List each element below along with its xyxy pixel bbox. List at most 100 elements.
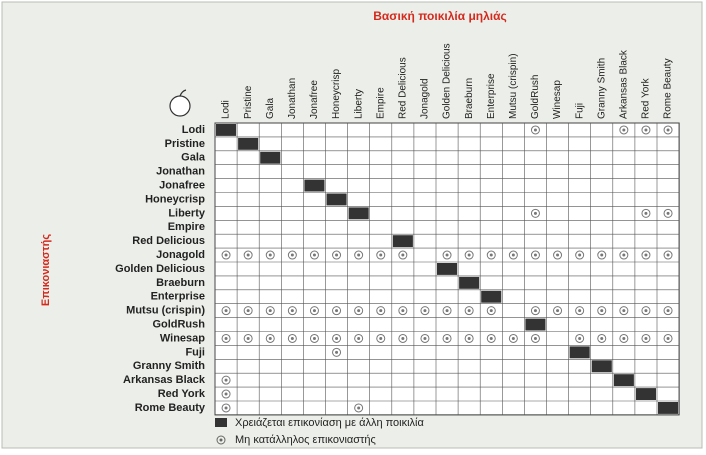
unsuitable-mark <box>575 306 585 316</box>
flower-center <box>224 336 228 340</box>
unsuitable-mark <box>508 333 518 343</box>
flower-outline <box>221 250 231 260</box>
unsuitable-mark <box>243 333 253 343</box>
unsuitable-mark <box>398 250 408 260</box>
flower-center <box>246 336 250 340</box>
flower-outline <box>530 333 540 343</box>
needs-other-cell <box>481 290 502 303</box>
unsuitable-mark <box>221 250 231 260</box>
flower-outline <box>221 403 231 413</box>
flower-outline <box>530 125 540 135</box>
unsuitable-mark <box>530 208 540 218</box>
column-label: Jonafree <box>309 80 320 119</box>
flower-outline <box>221 375 231 385</box>
flower-center <box>600 253 604 257</box>
column-label: Enterprise <box>486 73 497 119</box>
unsuitable-mark <box>309 333 319 343</box>
flower-center <box>401 253 405 257</box>
flower-outline <box>442 333 452 343</box>
flower-center <box>533 211 537 215</box>
needs-other-cell <box>392 235 413 248</box>
flower-outline <box>287 306 297 316</box>
flower-center <box>644 309 648 313</box>
flower-center <box>224 253 228 257</box>
flower-outline <box>641 125 651 135</box>
unsuitable-mark <box>243 250 253 260</box>
flower-outline <box>553 250 563 260</box>
flower-outline <box>309 333 319 343</box>
legend-text: Μη κατάλληλος επικονιαστής <box>235 434 376 446</box>
needs-other-cell <box>635 388 656 400</box>
flower-center <box>357 406 361 410</box>
row-label: Lodi <box>182 124 205 136</box>
unsuitable-mark <box>530 306 540 316</box>
row-label: Arkansas Black <box>123 374 206 386</box>
unsuitable-mark <box>332 333 342 343</box>
unsuitable-mark <box>420 333 430 343</box>
flower-outline <box>265 250 275 260</box>
flower-outline <box>221 306 231 316</box>
flower-center <box>357 336 361 340</box>
row-label: Red York <box>158 388 206 400</box>
flower-outline <box>398 333 408 343</box>
unsuitable-mark <box>332 306 342 316</box>
flower-outline <box>354 306 364 316</box>
unsuitable-mark <box>221 389 231 399</box>
flower-center <box>578 336 582 340</box>
flower-center <box>246 253 250 257</box>
unsuitable-mark <box>376 250 386 260</box>
flower-center <box>224 392 228 396</box>
flower-center <box>312 309 316 313</box>
flower-center <box>578 253 582 257</box>
flower-center <box>622 253 626 257</box>
flower-center <box>445 309 449 313</box>
legend-dark-swatch <box>215 418 227 427</box>
needs-other-cell <box>326 193 347 206</box>
unsuitable-mark <box>265 333 275 343</box>
flower-outline <box>221 389 231 399</box>
flower-outline <box>464 250 474 260</box>
flower-outline <box>663 125 673 135</box>
unsuitable-mark <box>332 347 342 357</box>
flower-outline <box>221 333 231 343</box>
unsuitable-mark <box>486 306 496 316</box>
unsuitable-mark <box>530 333 540 343</box>
unsuitable-mark <box>619 333 629 343</box>
needs-other-cell <box>525 318 546 331</box>
unsuitable-mark <box>243 306 253 316</box>
flower-outline <box>597 306 607 316</box>
flower-center <box>335 336 339 340</box>
unsuitable-mark <box>619 125 629 135</box>
column-label: Mutsu (crispin) <box>508 53 519 119</box>
flower-center <box>556 253 560 257</box>
row-label: Pristine <box>165 138 205 150</box>
flower-outline <box>464 306 474 316</box>
unsuitable-mark <box>641 250 651 260</box>
column-label: Jonagold <box>420 78 431 119</box>
flower-center <box>666 309 670 313</box>
unsuitable-mark <box>221 333 231 343</box>
row-label: Gala <box>181 152 206 164</box>
flower-outline <box>332 347 342 357</box>
unsuitable-mark <box>354 333 364 343</box>
flower-outline <box>376 306 386 316</box>
flower-center <box>622 309 626 313</box>
unsuitable-mark <box>575 250 585 260</box>
flower-center <box>401 309 405 313</box>
unsuitable-mark <box>486 250 496 260</box>
flower-outline <box>663 250 673 260</box>
column-label: Red York <box>641 77 652 119</box>
flower-outline <box>641 250 651 260</box>
flower-outline <box>641 306 651 316</box>
needs-other-cell <box>437 263 458 275</box>
flower-center <box>312 336 316 340</box>
flower-outline <box>619 306 629 316</box>
needs-other-cell <box>238 137 259 150</box>
flower-center <box>246 309 250 313</box>
flower-center <box>533 309 537 313</box>
flower-outline <box>641 208 651 218</box>
unsuitable-mark <box>663 306 673 316</box>
unsuitable-mark <box>376 333 386 343</box>
flower-outline <box>309 250 319 260</box>
flower-center <box>644 336 648 340</box>
